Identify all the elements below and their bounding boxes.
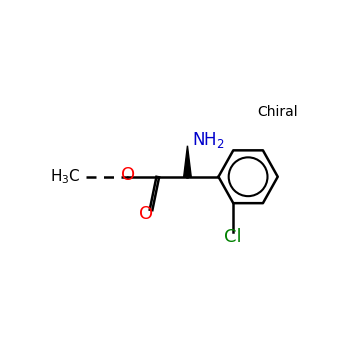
Text: Cl: Cl (224, 228, 242, 246)
Text: O: O (121, 166, 135, 184)
Text: Chiral: Chiral (258, 105, 298, 119)
Text: NH$_2$: NH$_2$ (192, 130, 225, 150)
Text: O: O (139, 205, 153, 224)
Polygon shape (184, 146, 191, 177)
Text: H$_3$C: H$_3$C (50, 167, 81, 186)
